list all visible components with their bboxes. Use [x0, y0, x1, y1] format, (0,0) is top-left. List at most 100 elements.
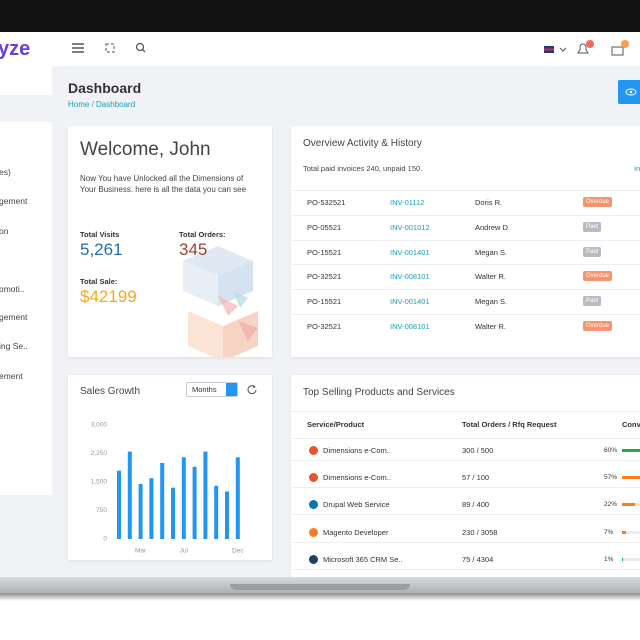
page-title: Dashboard [68, 80, 142, 96]
orders: 230 / 3058 [462, 527, 498, 537]
sidebar-item[interactable]: ing Se.. [0, 341, 28, 351]
row-divider [291, 514, 640, 516]
bar [181, 457, 186, 539]
sidebar-item[interactable]: ement [0, 371, 23, 381]
y-tick-label: 3,000 [91, 422, 108, 429]
row-divider [291, 190, 640, 191]
product-name[interactable]: Drupal Web Service [323, 500, 390, 510]
x-tick-label: Jul [180, 548, 189, 555]
product-name[interactable]: Dimensions e-Com.. [323, 446, 391, 455]
customer-name: Megan S. [475, 247, 508, 257]
po-number: PO-32521 [307, 272, 342, 282]
invoice-link[interactable]: INV-001401 [390, 247, 430, 257]
status-badge: Paid [583, 296, 602, 307]
status-badge: Overdue [583, 197, 613, 207]
badge [586, 40, 594, 48]
top-selling-card: Top Selling Products and Services Servic… [291, 375, 640, 577]
breadcrumb-current: Dashboard [96, 100, 136, 109]
top-nav [0, 32, 640, 66]
bezel [0, 0, 640, 32]
sales-title: Sales Growth [80, 386, 141, 397]
stat-label: Total Visits [80, 230, 120, 239]
conversion-label: 7% [604, 528, 614, 536]
table-header-bg [291, 411, 640, 439]
laptop-shadow [0, 593, 640, 601]
row-divider [291, 541, 640, 543]
product-name[interactable]: Dimensions e-Com.. [323, 473, 391, 483]
search-icon[interactable] [135, 42, 146, 53]
months-select-label: Months [192, 385, 217, 394]
refresh-icon[interactable] [246, 383, 258, 395]
bar [203, 451, 208, 539]
row-divider [291, 289, 640, 291]
sidebar-item[interactable]: gement [0, 312, 28, 322]
eye-icon [625, 88, 637, 96]
menu-icon[interactable] [72, 43, 84, 53]
row-divider [291, 214, 640, 216]
customer-name: Doris R. [475, 198, 503, 207]
customer-name: Walter R. [475, 272, 506, 282]
product-name[interactable]: Microsoft 365 CRM Se.. [323, 554, 403, 564]
breadcrumb-link[interactable]: Home [68, 100, 90, 109]
customer-name: Megan S. [475, 297, 508, 307]
product-name[interactable]: Magento Developer [323, 527, 389, 537]
breadcrumb: Home / Dashboard [68, 100, 136, 109]
po-number: PO-15521 [307, 247, 342, 257]
months-select[interactable]: Months [186, 382, 238, 397]
sidebar-item[interactable]: gement [0, 196, 28, 206]
view-button[interactable] [618, 80, 640, 104]
sidebar-item[interactable]: es) [0, 167, 11, 177]
progress-bar [622, 476, 640, 480]
row-divider [291, 460, 640, 461]
conversion-label: 57% [604, 474, 618, 482]
progress-track [622, 557, 640, 561]
logo: yze [0, 38, 31, 60]
sales-card: Sales Growth Months 0 750 1,500 2,250 3,000 M… [68, 375, 272, 560]
customer-name: Andrew D. [475, 222, 511, 232]
laptop-hinge [230, 584, 410, 590]
mail-icon[interactable] [611, 46, 624, 56]
invoice-link[interactable]: INV-008101 [390, 322, 430, 331]
progress-track [622, 530, 640, 534]
progress-bar [622, 503, 636, 507]
sidebar-item[interactable]: omoti.. [0, 284, 25, 294]
stat-label: Total Sale: [80, 277, 118, 286]
expand-icon[interactable] [105, 43, 115, 53]
column-header: Service/Product [307, 420, 365, 429]
welcome-card: Welcome, John Now You have Unlocked all … [68, 126, 272, 357]
x-tick-label: Dec [232, 548, 244, 555]
row-divider [291, 314, 640, 315]
conversion-label: 60% [604, 447, 618, 454]
bell-icon[interactable] [577, 43, 589, 54]
invoice-link[interactable]: INV-001401 [390, 297, 430, 307]
invoice-link[interactable]: INV-01112 [390, 198, 425, 207]
invoice-link[interactable]: INV-001012 [390, 222, 430, 232]
column-header: Conv [622, 420, 640, 429]
invoice-link[interactable]: INV-008101 [390, 272, 430, 282]
product-icon [309, 554, 318, 564]
y-tick-label: 1,500 [91, 479, 108, 486]
nav-right [544, 40, 629, 56]
bar [138, 483, 143, 539]
orders: 300 / 500 [462, 446, 494, 455]
row-divider [291, 239, 640, 241]
sidebar-top [0, 66, 52, 95]
row-divider [291, 264, 640, 266]
stat-label: Total Orders: [179, 230, 226, 239]
y-tick-label: 750 [96, 507, 107, 514]
orders: 89 / 400 [462, 500, 490, 510]
bar [214, 485, 219, 539]
po-number: PO-15521 [307, 297, 342, 307]
overview-link[interactable]: In [634, 164, 640, 173]
column-header: Total Orders / Rfq Request [462, 420, 557, 429]
sidebar-item[interactable]: on [0, 226, 9, 236]
orders: 75 / 4304 [462, 554, 494, 564]
conversion-label: 1% [604, 555, 614, 563]
sidebar: es) gement on omoti.. gement ing Se.. ement [0, 122, 52, 495]
bar [171, 487, 175, 539]
conversion-label: 22% [604, 501, 618, 509]
top-selling-title: Top Selling Products and Services [303, 387, 455, 398]
row-divider [291, 487, 640, 489]
bar [149, 478, 154, 539]
